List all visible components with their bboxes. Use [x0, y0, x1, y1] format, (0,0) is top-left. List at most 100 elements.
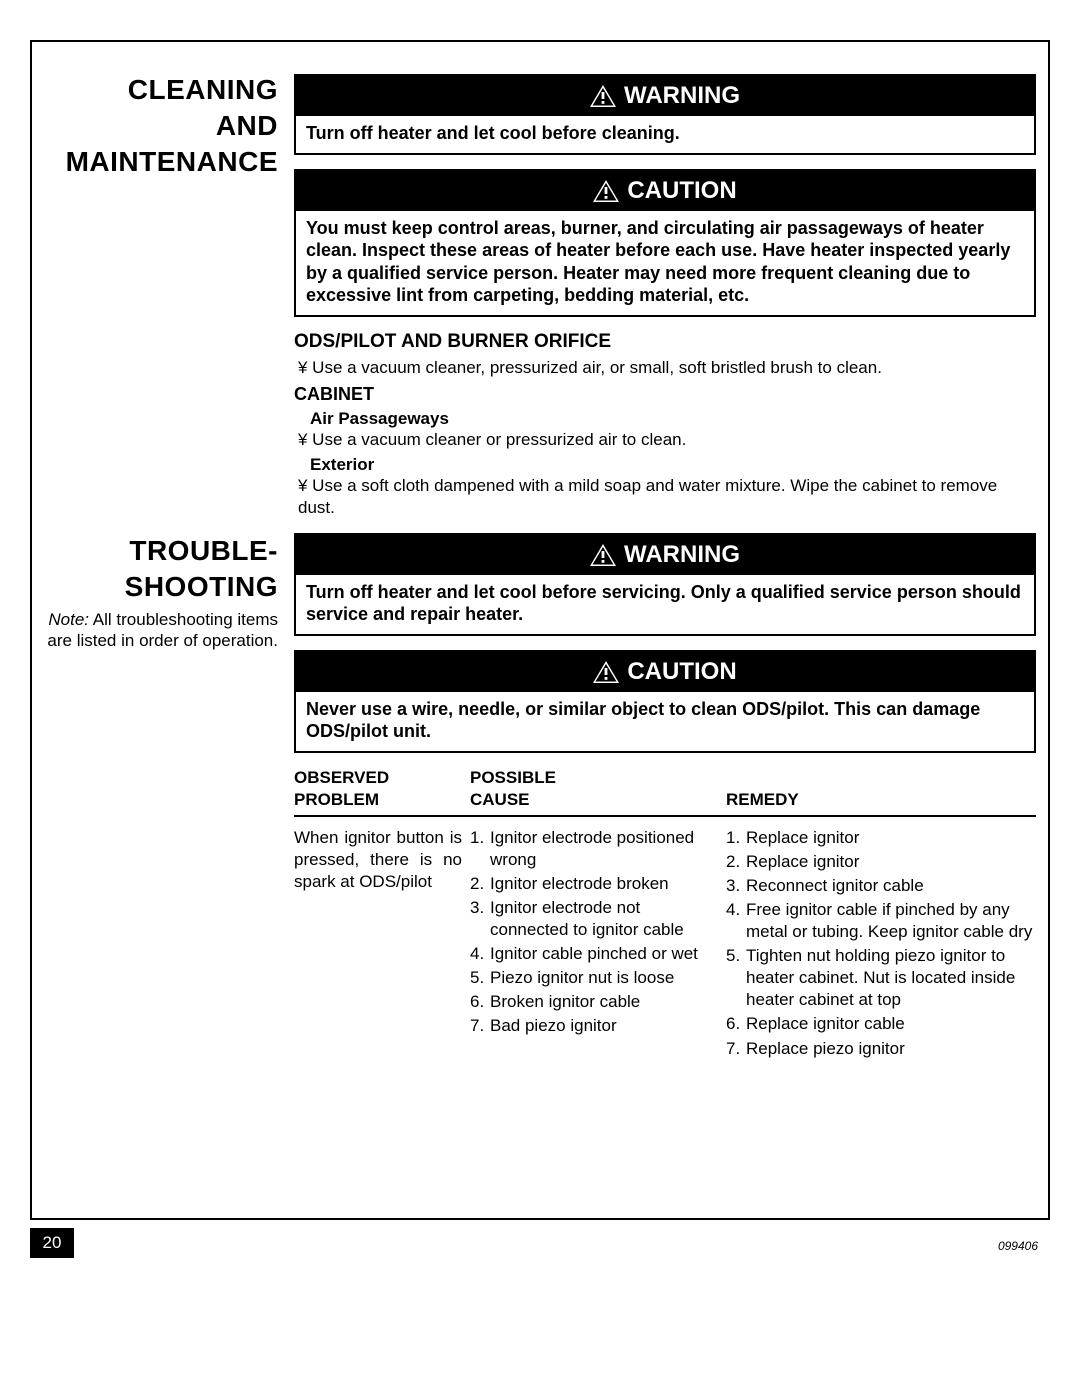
item-number: 6. [470, 991, 490, 1013]
col-header-problem: OBSERVED PROBLEM [294, 767, 470, 811]
caution-title: CAUTION [627, 658, 736, 686]
item-number: 4. [470, 943, 490, 965]
item-number: 5. [726, 945, 746, 1011]
heading-line: TROUBLE- [40, 535, 278, 567]
item-number: 4. [726, 899, 746, 943]
item-text: Broken ignitor cable [490, 991, 720, 1013]
item-number: 6. [726, 1013, 746, 1035]
list-item: 5.Tighten nut holding piezo ignitor to h… [726, 945, 1036, 1011]
item-text: Piezo ignitor nut is loose [490, 967, 720, 989]
item-text: Reconnect ignitor cable [746, 875, 1036, 897]
remedy-cell: 1.Replace ignitor2.Replace ignitor3.Reco… [726, 827, 1036, 1062]
air-passageways-heading: Air Passageways [310, 409, 1036, 429]
item-number: 1. [470, 827, 490, 871]
list-item: 2.Replace ignitor [726, 851, 1036, 873]
warning-header: WARNING [296, 535, 1034, 575]
header-line: PROBLEM [294, 789, 462, 811]
cause-cell: 1.Ignitor electrode positioned wrong2.Ig… [470, 827, 726, 1062]
caution-header: CAUTION [296, 171, 1034, 211]
list-item: 2.Ignitor electrode broken [470, 873, 720, 895]
warning-title: WARNING [624, 541, 740, 569]
item-number: 5. [470, 967, 490, 989]
list-item: 6.Replace ignitor cable [726, 1013, 1036, 1035]
spacer [294, 519, 1036, 533]
table-row: When ignitor button is pressed, there is… [294, 817, 1036, 1062]
exterior-text: ¥ Use a soft cloth dampened with a mild … [298, 475, 1036, 519]
right-column: WARNING Turn off heater and let cool bef… [286, 42, 1048, 1218]
caution-body: You must keep control areas, burner, and… [296, 211, 1034, 315]
item-text: Free ignitor cable if pinched by any met… [746, 899, 1036, 943]
warning-box: WARNING Turn off heater and let cool bef… [294, 74, 1036, 155]
problem-cell: When ignitor button is pressed, there is… [294, 827, 470, 1062]
col-header-cause: POSSIBLE CAUSE [470, 767, 726, 811]
header-line [726, 767, 1036, 789]
item-number: 2. [726, 851, 746, 873]
item-text: Tighten nut holding piezo ignitor to hea… [746, 945, 1036, 1011]
heading-line: AND [40, 110, 278, 142]
item-text: Bad piezo ignitor [490, 1015, 720, 1037]
warning-body: Turn off heater and let cool before serv… [296, 575, 1034, 634]
list-item: 1.Ignitor electrode positioned wrong [470, 827, 720, 871]
warning-triangle-icon [590, 85, 616, 107]
header-line: CAUSE [470, 789, 720, 811]
caution-box: CAUTION Never use a wire, needle, or sim… [294, 650, 1036, 753]
left-column: CLEANING AND MAINTENANCE TROUBLE- SHOOTI… [32, 42, 286, 1218]
document-id: 099406 [998, 1239, 1038, 1253]
item-text: Replace ignitor [746, 827, 1036, 849]
table-header-row: OBSERVED PROBLEM POSSIBLE CAUSE REMEDY [294, 767, 1036, 817]
item-text: Ignitor electrode broken [490, 873, 720, 895]
item-text: Replace piezo ignitor [746, 1038, 1036, 1060]
caution-header: CAUTION [296, 652, 1034, 692]
caution-body: Never use a wire, needle, or similar obj… [296, 692, 1034, 751]
list-item: 1.Replace ignitor [726, 827, 1036, 849]
exterior-heading: Exterior [310, 455, 1036, 475]
note-prefix: Note: [48, 610, 89, 629]
item-text: Ignitor electrode not connected to ignit… [490, 897, 720, 941]
item-number: 3. [470, 897, 490, 941]
warning-body: Turn off heater and let cool before clea… [296, 116, 1034, 153]
list-item: 5.Piezo ignitor nut is loose [470, 967, 720, 989]
caution-title: CAUTION [627, 177, 736, 205]
troubleshooting-note: Note: All troubleshooting items are list… [40, 609, 278, 652]
content-frame: CLEANING AND MAINTENANCE TROUBLE- SHOOTI… [30, 40, 1050, 1220]
item-number: 1. [726, 827, 746, 849]
item-text: Replace ignitor cable [746, 1013, 1036, 1035]
list-item: 7.Bad piezo ignitor [470, 1015, 720, 1037]
item-number: 2. [470, 873, 490, 895]
item-number: 7. [726, 1038, 746, 1060]
list-item: 4.Free ignitor cable if pinched by any m… [726, 899, 1036, 943]
cleaning-heading: CLEANING AND MAINTENANCE [40, 74, 278, 179]
cabinet-heading: CABINET [294, 384, 1036, 405]
heading-line: SHOOTING [40, 571, 278, 603]
air-text: ¥ Use a vacuum cleaner or pressurized ai… [298, 429, 1036, 451]
spacer [40, 183, 278, 535]
manual-page: CLEANING AND MAINTENANCE TROUBLE- SHOOTI… [0, 0, 1080, 1397]
header-line: OBSERVED [294, 767, 462, 789]
item-text: Replace ignitor [746, 851, 1036, 873]
troubleshooting-heading: TROUBLE- SHOOTING [40, 535, 278, 603]
list-item: 3.Ignitor electrode not connected to ign… [470, 897, 720, 941]
ods-heading: ODS/PILOT AND BURNER ORIFICE [294, 331, 1036, 353]
heading-line: MAINTENANCE [40, 146, 278, 178]
warning-triangle-icon [590, 544, 616, 566]
item-number: 7. [470, 1015, 490, 1037]
warning-title: WARNING [624, 82, 740, 110]
warning-triangle-icon [593, 180, 619, 202]
warning-box: WARNING Turn off heater and let cool bef… [294, 533, 1036, 636]
list-item: 3.Reconnect ignitor cable [726, 875, 1036, 897]
col-header-remedy: REMEDY [726, 767, 1036, 811]
item-text: Ignitor electrode positioned wrong [490, 827, 720, 871]
troubleshooting-table: OBSERVED PROBLEM POSSIBLE CAUSE REMEDY W… [294, 767, 1036, 1062]
page-number: 20 [30, 1228, 74, 1258]
list-item: 7.Replace piezo ignitor [726, 1038, 1036, 1060]
caution-box: CAUTION You must keep control areas, bur… [294, 169, 1036, 317]
warning-header: WARNING [296, 76, 1034, 116]
list-item: 4.Ignitor cable pinched or wet [470, 943, 720, 965]
heading-line: CLEANING [40, 74, 278, 106]
item-text: Ignitor cable pinched or wet [490, 943, 720, 965]
warning-triangle-icon [593, 661, 619, 683]
header-line: REMEDY [726, 789, 1036, 811]
item-number: 3. [726, 875, 746, 897]
list-item: 6.Broken ignitor cable [470, 991, 720, 1013]
header-line: POSSIBLE [470, 767, 720, 789]
